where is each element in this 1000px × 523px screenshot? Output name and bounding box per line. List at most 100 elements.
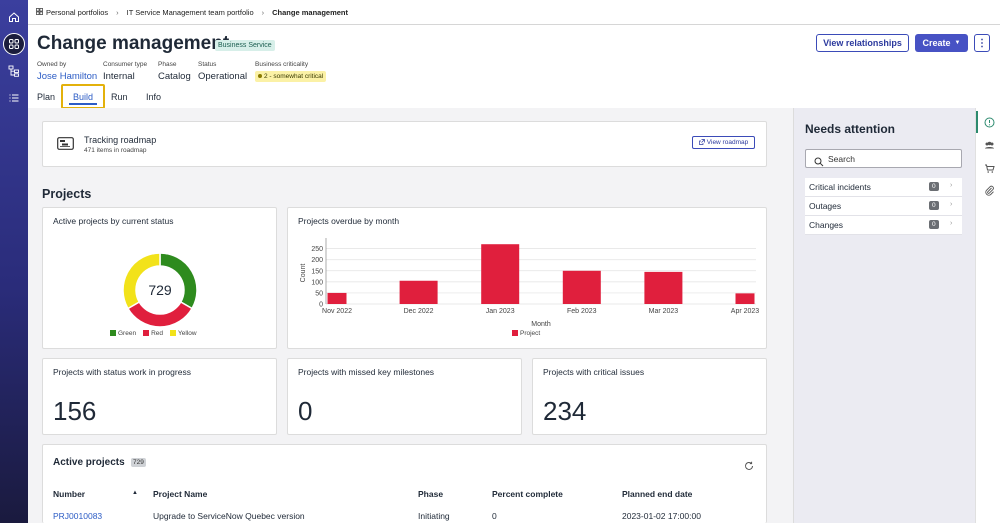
legend-item[interactable]: Project [512, 330, 540, 337]
phase-value: Catalog [158, 71, 191, 82]
attention-search-input[interactable]: Search [805, 149, 962, 168]
alert-circle-icon[interactable] [976, 111, 996, 133]
kpi-value: 0 [298, 396, 313, 426]
kpi-title: Projects with status work in progress [53, 367, 191, 377]
projects-section-title: Projects [42, 187, 92, 201]
criticality-badge: 2 - somewhat critical [255, 71, 327, 82]
tab-info[interactable]: Info [146, 92, 162, 102]
project-name-cell: Upgrade to ServiceNow Quebec version [153, 511, 305, 521]
active-projects-status-card: Active projects by current status 729 Gr… [42, 207, 277, 349]
legend-label: Yellow [178, 330, 197, 337]
table-title: Active projects [53, 457, 125, 468]
roadmap-icon [57, 137, 74, 155]
attention-item-count: 0 [929, 182, 939, 191]
view-roadmap-button[interactable]: View roadmap [692, 136, 755, 149]
sort-ascending-icon[interactable]: ▲ [132, 490, 138, 496]
chevron-right-icon: › [261, 7, 265, 17]
kpi-card-missed-milestones: Projects with missed key milestones 0 [287, 358, 522, 435]
legend-item[interactable]: Yellow [170, 330, 197, 337]
tab-run[interactable]: Run [111, 92, 128, 102]
attention-list: Critical incidents 0 › Outages 0 › Chang… [805, 178, 962, 235]
column-header-phase[interactable]: Phase [418, 489, 444, 499]
chevron-right-icon: › [116, 7, 119, 17]
status-label: Status [198, 61, 217, 68]
x-tick-label: Feb 2023 [567, 308, 597, 315]
consumer-type-value: Internal [103, 71, 135, 82]
x-tick-label: Jan 2023 [486, 308, 515, 315]
legend-swatch [110, 330, 116, 337]
donut-card-title: Active projects by current status [53, 216, 174, 226]
legend-label: Red [151, 330, 164, 337]
list-icon[interactable] [2, 86, 26, 110]
donut-slice-red[interactable] [126, 300, 194, 328]
donut-slice-yellow[interactable] [122, 252, 161, 310]
bar[interactable] [399, 280, 438, 304]
owned-by-label: Owned by [37, 61, 67, 68]
x-tick-label: Mar 2023 [649, 308, 679, 315]
paperclip-icon[interactable] [982, 183, 996, 197]
kpi-card-work-in-progress: Projects with status work in progress 15… [42, 358, 277, 435]
search-icon [814, 154, 824, 172]
legend-swatch [143, 330, 150, 337]
bar[interactable] [735, 293, 755, 304]
donut-slice-green[interactable] [159, 252, 198, 310]
criticality-value: 2 - somewhat critical [264, 73, 324, 80]
bar[interactable] [644, 271, 683, 304]
more-options-button[interactable]: ⋮ [974, 34, 990, 52]
tab-plan[interactable]: Plan [37, 92, 56, 102]
x-tick-label: Apr 2023 [731, 308, 760, 315]
table-count-badge: 729 [131, 458, 146, 467]
team-icon[interactable] [982, 138, 996, 152]
x-tick-label: Nov 2022 [322, 308, 352, 315]
bar-chart: 0 50 100 150 200 250 Nov 2022 Dec 2022 Jan 2023 F… [300, 238, 760, 328]
column-header-planned-end-date[interactable]: Planned end date [622, 489, 693, 499]
needs-attention-panel: Needs attention Search Critical incident… [793, 108, 975, 523]
legend-item[interactable]: Red [143, 330, 163, 337]
column-header-project-name[interactable]: Project Name [153, 489, 208, 499]
x-tick-label: Dec 2022 [404, 308, 434, 315]
search-placeholder: Search [828, 154, 855, 164]
bar[interactable] [562, 270, 601, 304]
bar[interactable] [327, 292, 347, 304]
chevron-right-icon: › [950, 201, 953, 208]
column-header-number[interactable]: Number [53, 489, 86, 499]
breadcrumb-current: Change management [272, 7, 348, 17]
column-header-percent-complete[interactable]: Percent complete [492, 489, 563, 499]
refresh-icon[interactable] [744, 458, 754, 476]
tracking-roadmap-card: Tracking roadmap 471 items in roadmap Vi… [42, 121, 767, 167]
home-icon[interactable] [2, 5, 26, 29]
hierarchy-icon[interactable] [2, 59, 26, 83]
y-tick-label: 150 [311, 268, 323, 275]
breadcrumb-item[interactable]: IT Service Management team portfolio [126, 7, 254, 17]
kpi-title: Projects with missed key milestones [298, 367, 435, 377]
portfolios-grid-icon[interactable] [3, 33, 25, 55]
view-relationships-button[interactable]: View relationships [816, 34, 909, 52]
legend-item[interactable]: Green [110, 330, 136, 337]
percent-complete-cell: 0 [492, 511, 497, 521]
cart-icon[interactable] [982, 161, 996, 175]
create-label: Create [922, 38, 951, 48]
breadcrumb-item[interactable]: Personal portfolios [46, 7, 109, 17]
service-type-badge: Business Service [215, 40, 275, 51]
attention-item-outages[interactable]: Outages 0 › [805, 197, 962, 216]
owner-link[interactable]: Jose Hamilton [37, 71, 98, 82]
attention-item-critical-incidents[interactable]: Critical incidents 0 › [805, 178, 962, 197]
attention-item-label: Outages [809, 201, 842, 211]
legend-swatch [170, 330, 177, 337]
legend-label: Green [118, 330, 137, 337]
external-link-icon [698, 138, 705, 147]
donut-center-label: 729 [148, 282, 172, 298]
bar-legend: Project [512, 330, 540, 337]
bar[interactable] [481, 244, 520, 304]
phase-cell: Initiating [418, 511, 450, 521]
bar-card-title: Projects overdue by month [298, 216, 400, 226]
attention-item-changes[interactable]: Changes 0 › [805, 216, 962, 235]
legend-swatch [512, 330, 518, 337]
tab-build[interactable]: Build [61, 84, 105, 109]
attention-item-count: 0 [929, 220, 939, 229]
page-title: Change management [37, 33, 230, 54]
roadmap-title: Tracking roadmap [84, 135, 157, 145]
y-axis-label: Count [300, 264, 307, 283]
project-number-link[interactable]: PRJ0010083 [53, 511, 103, 521]
create-button[interactable]: Create ▼ [915, 34, 968, 52]
